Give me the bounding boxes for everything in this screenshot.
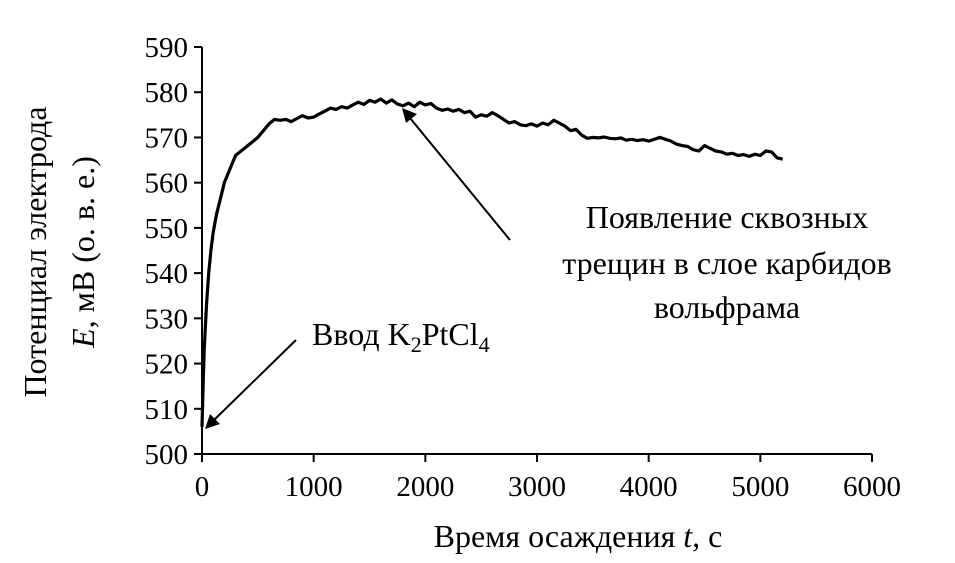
- y-tick-label: 580: [145, 77, 189, 109]
- annotation-arrow-2: [402, 108, 511, 241]
- x-tick-label: 2000: [396, 471, 454, 503]
- y-axis-label-line2: E, мВ (о. в. е.): [65, 156, 101, 349]
- x-tick-label: 4000: [620, 471, 678, 503]
- x-tick-label: 1000: [285, 471, 343, 503]
- y-tick-label: 560: [145, 168, 189, 200]
- annotation-arrow-1: [205, 339, 297, 429]
- y-tick-label: 590: [145, 32, 189, 64]
- y-tick-label: 510: [145, 394, 189, 426]
- x-tick-label: 0: [195, 471, 210, 503]
- annotation-cracks-line3: вольфрама: [654, 289, 800, 325]
- annotation-cracks-line2: трещин в слое карбидов: [562, 245, 891, 281]
- y-tick-label: 540: [145, 258, 189, 290]
- x-axis-label: Время осаждения t, с: [434, 518, 723, 554]
- x-tick-label: 6000: [843, 471, 901, 503]
- x-tick-label: 3000: [508, 471, 566, 503]
- annotation-cracks-line1: Появление сквозных: [586, 199, 868, 235]
- x-tick-labels: 0 1000 2000 3000 4000 5000 6000: [195, 471, 901, 503]
- y-tick-label: 500: [145, 439, 189, 471]
- y-tick-labels: 500 510 520 530 540 550 560 570 580 590: [145, 32, 189, 471]
- series-line: [200, 97, 784, 427]
- y-tick-label: 550: [145, 213, 189, 245]
- y-tick-label: 520: [145, 349, 189, 381]
- x-tick-label: 5000: [731, 471, 789, 503]
- annotation-k2ptcl4: Ввод K2PtCl4: [312, 316, 490, 357]
- y-tick-label: 570: [145, 122, 189, 154]
- y-tick-label: 530: [145, 303, 189, 335]
- y-axis-label-line1: Потенциал электрода: [17, 106, 53, 397]
